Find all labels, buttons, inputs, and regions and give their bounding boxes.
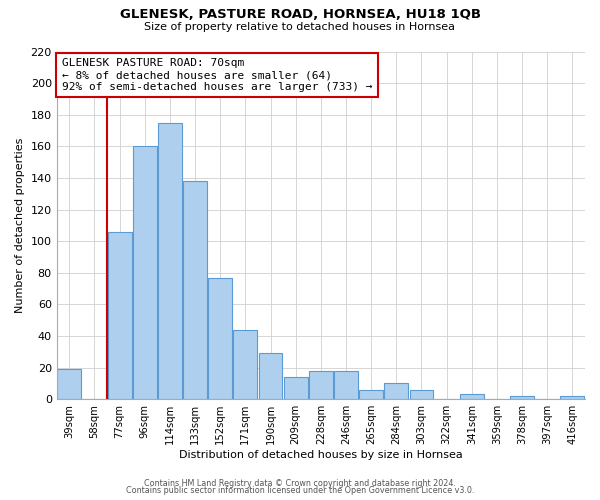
Bar [460,394,484,399]
Bar [359,390,383,399]
Bar [560,396,584,399]
X-axis label: Distribution of detached houses by size in Hornsea: Distribution of detached houses by size … [179,450,463,460]
Bar [57,369,81,399]
Text: Contains HM Land Registry data © Crown copyright and database right 2024.: Contains HM Land Registry data © Crown c… [144,478,456,488]
Bar [334,371,358,399]
Y-axis label: Number of detached properties: Number of detached properties [15,138,25,313]
Bar [284,377,308,399]
Bar [107,232,131,399]
Text: GLENESK PASTURE ROAD: 70sqm
← 8% of detached houses are smaller (64)
92% of semi: GLENESK PASTURE ROAD: 70sqm ← 8% of deta… [62,58,373,92]
Bar [133,146,157,399]
Text: Contains public sector information licensed under the Open Government Licence v3: Contains public sector information licen… [126,486,474,495]
Bar [208,278,232,399]
Bar [410,390,433,399]
Text: GLENESK, PASTURE ROAD, HORNSEA, HU18 1QB: GLENESK, PASTURE ROAD, HORNSEA, HU18 1QB [119,8,481,20]
Bar [158,122,182,399]
Bar [233,330,257,399]
Bar [183,181,207,399]
Text: Size of property relative to detached houses in Hornsea: Size of property relative to detached ho… [145,22,455,32]
Bar [385,384,408,399]
Bar [259,354,283,399]
Bar [510,396,534,399]
Bar [309,371,333,399]
